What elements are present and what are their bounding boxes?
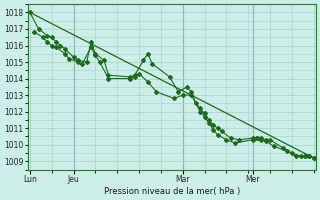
X-axis label: Pression niveau de la mer( hPa ): Pression niveau de la mer( hPa ) (104, 187, 240, 196)
